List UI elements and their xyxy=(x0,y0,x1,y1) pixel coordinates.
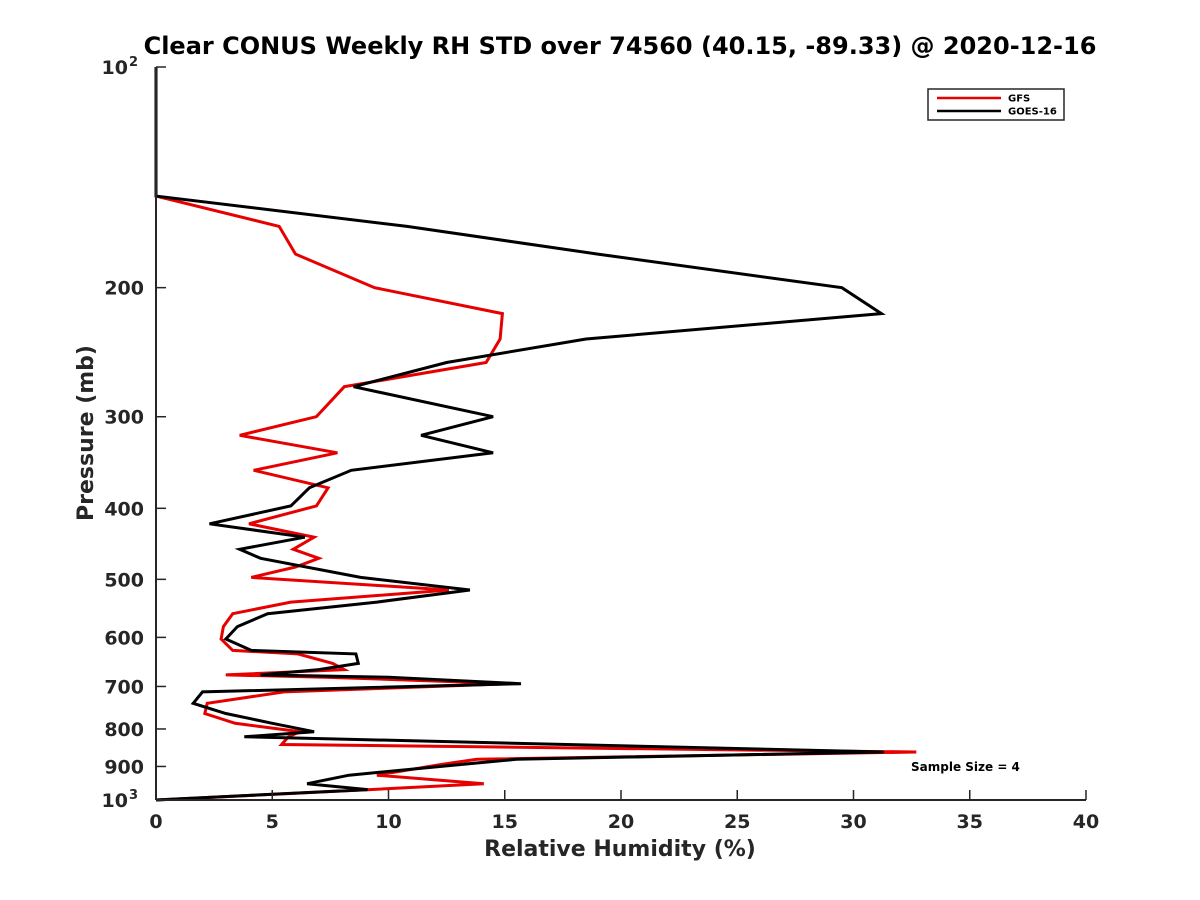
y-axis-label: Pressure (mb) xyxy=(74,345,99,521)
series-line-1 xyxy=(154,67,886,802)
x-tick-label: 40 xyxy=(1073,811,1099,833)
y-tick-label: 600 xyxy=(104,627,144,649)
plot-area xyxy=(154,67,1086,802)
y-tick-label: 10 xyxy=(102,57,128,79)
y-tick-label: 400 xyxy=(104,498,144,520)
y-tick-label: 300 xyxy=(104,407,144,429)
legend: GFS GOES-16 xyxy=(927,88,1065,121)
y-tick-label: 500 xyxy=(104,569,144,591)
x-tick-label: 0 xyxy=(149,811,162,833)
y-tick-label: 700 xyxy=(104,676,144,698)
y-tick-exponent: 3 xyxy=(129,788,138,803)
x-tick-label: 30 xyxy=(840,811,866,833)
x-axis-label: Relative Humidity (%) xyxy=(484,837,756,862)
x-tick-label: 35 xyxy=(957,811,983,833)
legend-label-0: GFS xyxy=(1008,94,1030,105)
y-tick-label: 900 xyxy=(104,756,144,778)
series-line-0 xyxy=(154,67,917,802)
legend-box xyxy=(927,88,1065,121)
y-tick-exponent: 2 xyxy=(129,55,138,70)
y-tick-label: 200 xyxy=(104,278,144,300)
x-tick-label: 20 xyxy=(608,811,634,833)
y-tick-label: 10 xyxy=(102,790,128,812)
legend-label-1: GOES-16 xyxy=(1008,107,1057,118)
x-tick-label: 25 xyxy=(724,811,750,833)
x-tick-label: 15 xyxy=(492,811,518,833)
chart-title: Clear CONUS Weekly RH STD over 74560 (40… xyxy=(144,32,1097,60)
x-tick-label: 5 xyxy=(266,811,279,833)
x-tick-label: 10 xyxy=(375,811,401,833)
y-tick-label: 800 xyxy=(104,719,144,741)
sample-size-annotation: Sample Size = 4 xyxy=(911,760,1020,774)
